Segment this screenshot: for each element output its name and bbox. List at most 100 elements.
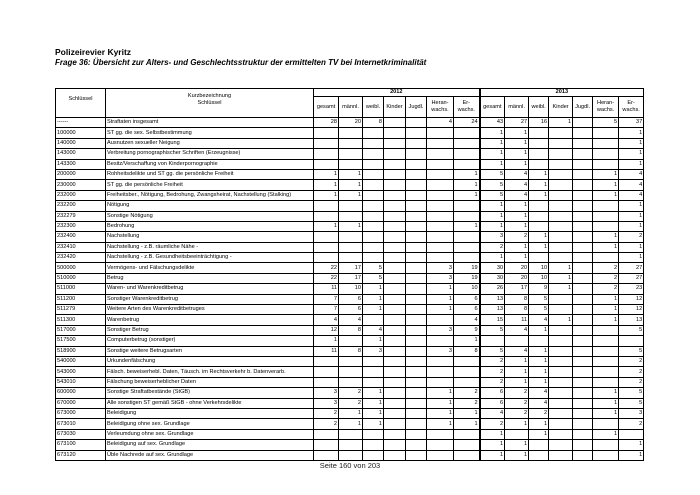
- value-cell: 5: [618, 397, 645, 409]
- page-number: Seite 160 von 203: [319, 461, 381, 470]
- row-key: 673000: [55, 407, 106, 420]
- row-description: Sonstiger Warenkreditbetrug: [105, 293, 314, 306]
- value-cell: 1: [478, 158, 506, 170]
- table-row: 673000 Beleidigung 2 1 1 1 1 4 2 2 1 3: [55, 407, 645, 420]
- value-cell: 1: [504, 252, 530, 264]
- value-cell: 2: [313, 407, 339, 420]
- value-cell: [452, 252, 481, 264]
- year-header-2012: 2012: [312, 88, 481, 97]
- value-cell: 1: [528, 355, 550, 368]
- value-cell: 1: [592, 231, 620, 243]
- row-description: Sonstiger Betrug: [105, 324, 314, 337]
- column-header-2013-erwachs: Er-wachs.: [618, 96, 645, 118]
- value-cell: [452, 148, 481, 160]
- value-cell: [362, 314, 384, 326]
- value-cell: [572, 189, 594, 202]
- value-cell: 4: [504, 168, 530, 181]
- value-cell: [426, 231, 454, 243]
- value-cell: 1: [362, 293, 384, 306]
- value-cell: 20: [504, 262, 530, 274]
- value-cell: 30: [478, 272, 506, 285]
- value-cell: [362, 210, 384, 222]
- value-cell: 4: [618, 179, 645, 191]
- value-cell: 1: [504, 355, 530, 368]
- column-header-label: Heran-: [431, 100, 449, 106]
- value-cell: 11: [504, 314, 530, 326]
- value-cell: [528, 252, 550, 264]
- value-cell: [548, 428, 574, 441]
- row-key: 673030: [55, 428, 106, 441]
- value-cell: [548, 148, 574, 160]
- value-cell: [572, 418, 594, 430]
- row-key: 232400: [55, 231, 106, 243]
- row-key: ------: [55, 116, 106, 129]
- value-cell: 2: [478, 418, 506, 430]
- value-cell: [362, 355, 384, 368]
- value-cell: [592, 200, 620, 212]
- value-cell: 1: [618, 439, 645, 451]
- value-cell: 6: [338, 304, 363, 316]
- row-key: 540000: [55, 355, 106, 368]
- row-key: 517000: [55, 324, 106, 337]
- value-cell: 22: [313, 272, 339, 285]
- value-cell: 4: [313, 314, 339, 326]
- row-description: Weitere Arten des Warenkreditbetruges: [105, 304, 314, 316]
- column-header-label: wachs.: [457, 107, 475, 113]
- value-cell: 26: [478, 283, 506, 295]
- column-header-2012-erwachs: Er-wachs.: [452, 96, 481, 118]
- value-cell: [592, 335, 620, 347]
- row-key: 600000: [55, 387, 106, 399]
- value-cell: [452, 200, 481, 212]
- value-cell: 13: [478, 304, 506, 316]
- value-cell: 2: [592, 272, 620, 285]
- value-cell: 2: [478, 241, 506, 254]
- value-cell: [405, 324, 427, 337]
- value-cell: [405, 189, 427, 202]
- value-cell: [592, 127, 620, 139]
- value-cell: 1: [338, 407, 363, 420]
- value-cell: [572, 137, 594, 150]
- value-cell: 15: [478, 314, 506, 326]
- table-row: 511300 Warenbetrug 4 4 4 15 11 4 1 1 13: [55, 314, 645, 326]
- value-cell: 1: [618, 200, 645, 212]
- row-key: 232420: [55, 252, 106, 264]
- value-cell: 1: [528, 179, 550, 191]
- table-row: 100000 ST gg. die sex. Selbstbestimmung 1 1…: [55, 127, 645, 139]
- value-cell: [383, 189, 406, 202]
- column-header-label: männl.: [342, 103, 359, 110]
- value-cell: 2: [504, 397, 530, 409]
- value-cell: [338, 137, 363, 150]
- value-cell: [618, 428, 645, 441]
- value-cell: [313, 355, 339, 368]
- value-cell: 1: [528, 376, 550, 389]
- value-cell: [572, 179, 594, 191]
- value-cell: 22: [313, 262, 339, 274]
- value-cell: [338, 366, 363, 378]
- value-cell: 10: [338, 283, 363, 295]
- value-cell: [362, 189, 384, 202]
- value-cell: [338, 335, 363, 347]
- value-cell: [405, 439, 427, 451]
- value-cell: [362, 439, 384, 451]
- value-cell: [592, 148, 620, 160]
- column-header-2013-heranwachs: Heran-wachs.: [592, 96, 620, 118]
- value-cell: 1: [338, 168, 363, 181]
- value-cell: [592, 376, 620, 389]
- value-cell: 5: [528, 304, 550, 316]
- value-cell: [528, 439, 550, 451]
- value-cell: 1: [618, 148, 645, 160]
- value-cell: 3: [313, 387, 339, 399]
- value-cell: 1: [592, 241, 620, 254]
- value-cell: [405, 179, 427, 191]
- row-description: ST gg. die sex. Selbstbestimmung: [105, 127, 314, 139]
- table-row: 500000 Vermögens- und Fälschungsdelikte 22…: [55, 262, 645, 274]
- value-cell: [405, 335, 427, 347]
- column-header-label: Er-: [462, 100, 471, 106]
- value-cell: [426, 179, 454, 191]
- table-row: 517500 Computerbetrug (sonstiger) 1 1 1: [55, 335, 645, 347]
- value-cell: [572, 241, 594, 254]
- value-cell: 3: [313, 397, 339, 409]
- value-cell: 27: [504, 116, 530, 129]
- value-cell: [572, 304, 594, 316]
- table-row: 510000 Betrug 22 17 5 3 19 30 20 10 1 2 27: [55, 272, 645, 285]
